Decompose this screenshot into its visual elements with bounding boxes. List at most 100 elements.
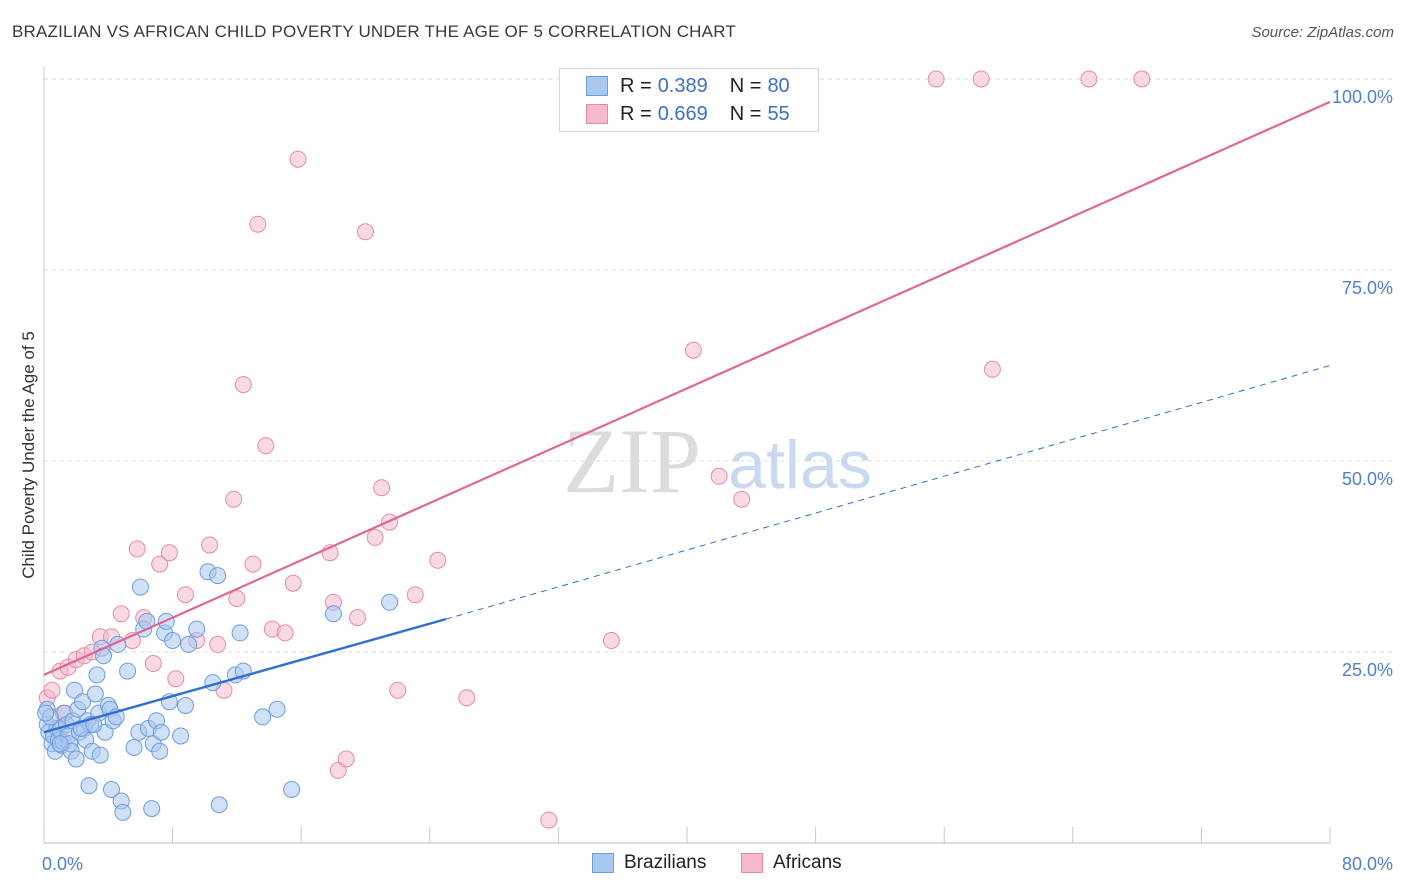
brazilian-point xyxy=(268,700,286,718)
brazilian-point xyxy=(164,632,182,649)
brazilians-trend-line xyxy=(43,617,447,734)
brazilian-point xyxy=(85,716,103,734)
african-point xyxy=(276,624,294,642)
tick-labels: 25.0% 50.0% 75.0% 100.0% 0.0% 80.0% xyxy=(42,87,1393,874)
brazilian-point xyxy=(66,681,83,699)
legend-r-value: 0.669 xyxy=(657,102,708,125)
african-point xyxy=(160,544,178,562)
bottom-legend-label: Brazilians xyxy=(624,852,707,873)
legend-swatch-pink xyxy=(586,104,608,124)
source-label: Source: ZipAtlas.com xyxy=(1251,24,1394,41)
african-point xyxy=(249,215,267,233)
brazilian-point xyxy=(67,750,85,768)
bottom-legend-label: Africans xyxy=(773,852,842,873)
african-point xyxy=(144,655,162,672)
african-point xyxy=(284,574,302,592)
african-point xyxy=(43,681,61,699)
legend-row-brazilians: R = 0.389 N = 80 xyxy=(586,73,790,99)
x-tick-label: 80.0% xyxy=(1342,854,1393,874)
african-point xyxy=(228,590,246,607)
african-point xyxy=(733,490,751,508)
brazilian-point xyxy=(86,685,104,703)
brazilian-point xyxy=(131,578,149,596)
brazilian-point xyxy=(172,727,190,745)
legend-n-label: N = xyxy=(729,74,762,97)
brazilian-point xyxy=(283,781,301,798)
brazilian-point xyxy=(210,796,228,814)
y-tick-label: 75.0% xyxy=(1342,278,1393,298)
watermark: ZIP atlas xyxy=(563,410,872,512)
brazilian-point xyxy=(324,605,342,623)
y-axis-label: Child Poverty Under the Age of 5 xyxy=(19,331,38,579)
brazilian-point xyxy=(231,624,249,642)
stats-legend: R = 0.389 N = 80 R = 0.669 N = 55 xyxy=(559,68,819,132)
legend-r-value: 0.389 xyxy=(657,74,708,97)
brazilian-point xyxy=(103,781,120,798)
african-point xyxy=(927,70,945,88)
brazilian-point xyxy=(254,708,272,726)
african-point xyxy=(151,555,169,573)
african-point xyxy=(540,811,558,829)
brazilian-point xyxy=(37,704,55,722)
african-point xyxy=(289,150,307,168)
brazilian-point xyxy=(119,662,137,680)
brazilian-point xyxy=(80,777,98,795)
brazilian-point xyxy=(177,697,194,714)
african-point xyxy=(244,555,262,573)
african-point xyxy=(357,223,374,241)
african-point xyxy=(406,586,424,604)
bottom-legend-africans: Africans xyxy=(741,852,842,874)
african-point xyxy=(177,586,194,604)
african-point xyxy=(112,605,130,623)
y-tick-label: 25.0% xyxy=(1342,660,1393,680)
african-point xyxy=(209,635,227,653)
brazilian-point xyxy=(74,693,92,711)
african-point xyxy=(389,681,407,699)
african-point xyxy=(225,490,243,508)
africans-trend-line xyxy=(43,100,1331,676)
brazilian-point xyxy=(151,742,169,760)
african-point xyxy=(684,341,702,359)
bottom-legend-brazilians: Brazilians xyxy=(592,852,706,874)
african-point xyxy=(366,528,384,546)
legend-n-value: 55 xyxy=(767,102,790,125)
legend-n-label: N = xyxy=(729,102,762,125)
african-point xyxy=(983,360,1001,378)
african-point xyxy=(429,551,447,569)
y-tick-label: 100.0% xyxy=(1332,87,1393,107)
african-point xyxy=(167,670,185,688)
brazilian-point xyxy=(180,635,198,653)
brazilian-point xyxy=(209,567,227,585)
legend-swatch-blue xyxy=(586,76,608,96)
brazilian-point xyxy=(51,735,69,753)
legend-n-value: 80 xyxy=(767,74,790,97)
watermark-zip: ZIP xyxy=(563,410,701,512)
african-point xyxy=(201,536,219,554)
african-point xyxy=(1080,70,1098,88)
legend-r-label: R = xyxy=(620,74,652,97)
african-point xyxy=(257,437,275,455)
legend-row-africans: R = 0.669 N = 55 xyxy=(586,101,790,127)
brazilian-point xyxy=(143,800,161,818)
bottom-legend-swatch-pink xyxy=(741,853,763,873)
brazilian-point xyxy=(125,739,143,756)
y-tick-label: 50.0% xyxy=(1342,469,1393,489)
african-point xyxy=(602,632,620,649)
brazilian-point xyxy=(114,803,132,821)
african-point xyxy=(349,609,366,627)
brazilian-point xyxy=(381,593,399,611)
african-point xyxy=(337,750,355,768)
african-point xyxy=(458,689,476,707)
chart-title: BRAZILIAN VS AFRICAN CHILD POVERTY UNDER… xyxy=(12,22,736,41)
brazilian-point xyxy=(91,746,109,764)
legend-r-label: R = xyxy=(620,102,652,125)
watermark-atlas: atlas xyxy=(728,427,872,503)
african-point xyxy=(373,479,391,497)
african-point xyxy=(234,376,252,394)
african-point xyxy=(128,540,146,558)
brazilian-point xyxy=(188,620,206,638)
trend-lines xyxy=(43,100,1331,734)
brazilian-point xyxy=(88,666,106,684)
african-point xyxy=(710,467,728,485)
